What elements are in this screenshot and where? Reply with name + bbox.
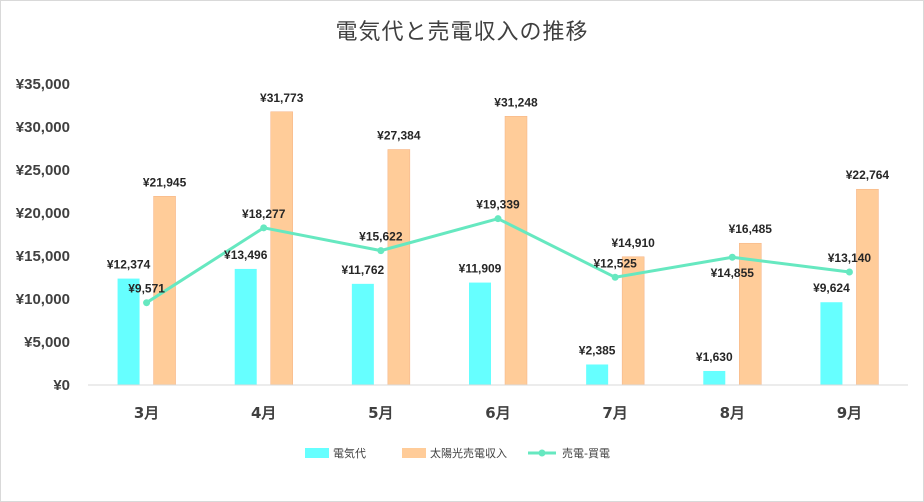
- data-label-net: ¥13,140: [828, 251, 872, 265]
- bar-baiden: [270, 111, 293, 386]
- line-series: [143, 215, 853, 307]
- y-axis: ¥0 ¥5,000 ¥10,000 ¥15,000 ¥20,000 ¥25,000 ¥30,…: [16, 76, 70, 394]
- legend-label-denki: 電気代: [333, 446, 366, 460]
- net-line-point: [377, 247, 385, 255]
- x-tick-label: 9月: [837, 404, 862, 422]
- y-tick-label: ¥25,000: [16, 162, 70, 179]
- data-label-denki: ¥11,762: [341, 263, 384, 277]
- net-line-point: [845, 268, 853, 276]
- x-tick-label: 7月: [602, 404, 627, 422]
- bar-baiden: [856, 188, 879, 386]
- data-label-baiden: ¥14,910: [611, 236, 655, 250]
- net-line-point: [260, 224, 268, 232]
- bar-baiden: [504, 116, 528, 386]
- data-label-denki: ¥11,909: [459, 262, 502, 276]
- data-label-net: ¥19,339: [476, 198, 520, 212]
- y-tick-label: ¥0: [53, 377, 70, 394]
- legend-swatch-denki: [305, 448, 329, 458]
- data-label-net: ¥18,277: [242, 207, 286, 221]
- legend: 電気代 太陽光売電収入 売電-買電: [305, 446, 610, 460]
- bar-baiden: [739, 242, 762, 386]
- data-label-baiden: ¥21,945: [143, 175, 187, 189]
- bar-denki: [234, 268, 257, 385]
- data-label-baiden: ¥31,773: [260, 91, 304, 105]
- data-label-denki: ¥1,630: [696, 350, 733, 364]
- data-label-net: ¥15,622: [359, 230, 403, 244]
- data-label-net: ¥9,571: [128, 282, 165, 296]
- data-label-denki: ¥13,496: [224, 248, 268, 262]
- y-tick-label: ¥35,000: [16, 76, 70, 93]
- data-labels: ¥12,374 ¥21,945 ¥13,496 ¥31,773 ¥11,762 ¥27,3…: [107, 91, 890, 364]
- net-line-point: [143, 299, 151, 307]
- legend-label-baiden: 太陽光売電収入: [430, 446, 507, 460]
- data-label-net: ¥12,525: [593, 256, 637, 270]
- net-line-point: [611, 273, 619, 281]
- bar-denki: [469, 282, 491, 385]
- x-tick-label: 5月: [368, 404, 393, 422]
- data-label-denki: ¥9,624: [813, 281, 850, 295]
- data-label-denki: ¥2,385: [579, 343, 616, 357]
- data-label-baiden: ¥31,248: [494, 95, 538, 109]
- bar-denki: [586, 364, 609, 385]
- net-line-point: [494, 215, 502, 223]
- chart-title: 電気代と売電収入の推移: [335, 20, 589, 45]
- y-tick-label: ¥30,000: [16, 119, 70, 136]
- bar-series: [117, 111, 879, 386]
- legend-label-net: 売電-買電: [562, 447, 610, 460]
- legend-swatch-baiden: [402, 448, 426, 458]
- y-tick-label: ¥5,000: [24, 334, 70, 351]
- data-label-denki: ¥12,374: [107, 258, 151, 272]
- bar-denki: [351, 283, 374, 385]
- y-tick-label: ¥20,000: [16, 205, 70, 222]
- x-axis: 3月 4月 5月 6月 7月 8月 9月: [88, 384, 908, 422]
- legend-swatch-net-point: [538, 449, 546, 457]
- x-tick-label: 8月: [720, 404, 745, 422]
- bar-denki: [820, 302, 843, 385]
- data-label-baiden: ¥16,485: [729, 222, 773, 236]
- x-tick-label: 6月: [485, 404, 510, 422]
- data-label-baiden: ¥22,764: [846, 168, 890, 182]
- data-label-baiden: ¥27,384: [377, 128, 421, 142]
- y-tick-label: ¥10,000: [16, 291, 70, 308]
- bar-denki: [117, 278, 140, 385]
- x-tick-label: 3月: [134, 404, 159, 422]
- bar-denki: [703, 370, 726, 385]
- data-label-net: ¥14,855: [711, 266, 755, 280]
- bar-baiden: [387, 149, 411, 386]
- net-line-point: [728, 253, 736, 261]
- y-tick-label: ¥15,000: [16, 248, 70, 265]
- x-tick-label: 4月: [251, 404, 276, 422]
